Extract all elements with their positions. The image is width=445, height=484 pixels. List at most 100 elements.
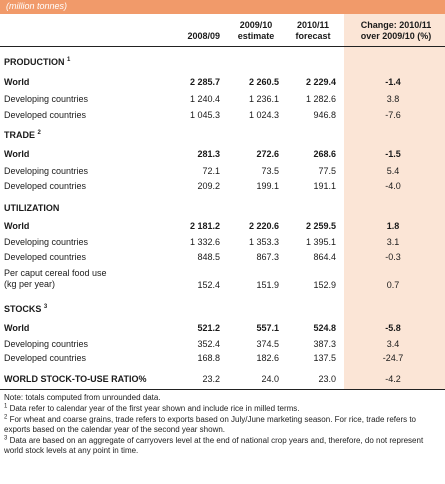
cell-change: -5.8 <box>385 323 401 333</box>
header-2009-10-line2: estimate <box>237 31 275 41</box>
cell-change: -4.2 <box>385 374 401 384</box>
section-production: PRODUCTION 1 <box>0 55 445 69</box>
cell-2008-09: 168.8 <box>197 353 220 363</box>
change-column-highlight <box>344 14 445 390</box>
cell-change: -7.6 <box>385 110 401 120</box>
cell-2009-10: 557.1 <box>256 323 279 333</box>
cell-2008-09: 1 240.4 <box>189 94 220 104</box>
header-2008-09: 2008/09 <box>168 20 220 42</box>
header-2008-09-line2: 2008/09 <box>187 31 220 41</box>
table-row: World 281.3 272.6 268.6 -1.5 <box>0 147 445 161</box>
table-row: Developing countries 72.1 73.5 77.5 5.4 <box>0 164 445 178</box>
cell-2009-10: 1 024.3 <box>248 110 279 120</box>
footnotes: Note: totals computed from unrounded dat… <box>4 393 442 457</box>
section-title: PRODUCTION <box>4 57 65 67</box>
footnote-text: Data refer to calendar year of the first… <box>9 404 300 413</box>
cell-change: 5.4 <box>386 166 400 176</box>
cell-2009-10: 182.6 <box>256 353 279 363</box>
cell-2009-10: 151.9 <box>256 280 279 290</box>
section-trade: TRADE 2 <box>0 128 445 142</box>
header-2008-09-line1 <box>168 20 220 31</box>
header-2010-11: 2010/11 forecast <box>288 20 338 42</box>
row-label: Per caput cereal food use (kg per year) <box>4 268 107 290</box>
cell-change: -0.3 <box>385 252 401 262</box>
cell-change: -1.4 <box>385 77 401 87</box>
header-2010-11-line1: 2010/11 <box>296 20 330 30</box>
header-change-line1: Change: 2010/11 <box>360 20 432 30</box>
cell-2008-09: 2 181.2 <box>189 221 220 231</box>
footnote: 3 Data are based on an aggregate of carr… <box>4 435 442 456</box>
cell-2008-09: 209.2 <box>197 181 220 191</box>
section-title: TRADE <box>4 130 35 140</box>
row-label: Developing countries <box>4 237 89 247</box>
header-rule <box>0 46 445 47</box>
section-stocks: STOCKS 3 <box>0 302 445 316</box>
cell-2010-11: 946.8 <box>313 110 336 120</box>
cell-2009-10: 1 353.3 <box>248 237 279 247</box>
cell-2010-11: 1 395.1 <box>305 237 336 247</box>
cell-change: 3.4 <box>386 339 400 349</box>
cell-2009-10: 374.5 <box>256 339 279 349</box>
cell-2008-09: 72.1 <box>202 166 220 176</box>
footnote-marker: 1 <box>4 403 8 410</box>
header-change: Change: 2010/11 over 2009/10 (%) <box>352 20 440 42</box>
cell-2009-10: 2 220.6 <box>248 221 279 231</box>
row-label: Developing countries <box>4 166 89 176</box>
row-label: World <box>4 221 30 231</box>
cell-2009-10: 1 236.1 <box>248 94 279 104</box>
unit-label: (million tonnes) <box>6 1 68 11</box>
row-label: WORLD STOCK-TO-USE RATIO% <box>4 374 147 384</box>
footnote-marker: 3 <box>43 304 48 310</box>
cell-2008-09: 521.2 <box>197 323 220 333</box>
footnote: Note: totals computed from unrounded dat… <box>4 393 442 403</box>
cell-2009-10: 867.3 <box>256 252 279 262</box>
row-label: Developed countries <box>4 353 87 363</box>
cell-2010-11: 2 229.4 <box>305 77 336 87</box>
footnote: 2 For wheat and coarse grains, trade ref… <box>4 414 442 435</box>
footnote-text: For wheat and coarse grains, trade refer… <box>4 415 416 434</box>
cell-change: 1.8 <box>386 221 400 231</box>
cell-2010-11: 387.3 <box>313 339 336 349</box>
cell-2010-11: 268.6 <box>313 149 336 159</box>
table-row: Developed countries 848.5 867.3 864.4 -0… <box>0 250 445 264</box>
footnote-marker: 2 <box>4 414 8 421</box>
section-utilization: UTILIZATION <box>0 201 445 215</box>
header-2009-10: 2009/10 estimate <box>231 20 281 42</box>
section-title: UTILIZATION <box>4 203 60 213</box>
header-2009-10-line1: 2009/10 <box>239 20 273 30</box>
cell-2009-10: 24.0 <box>261 374 279 384</box>
cell-2010-11: 191.1 <box>313 181 336 191</box>
cell-2009-10: 199.1 <box>256 181 279 191</box>
table-row: Developing countries 1 332.6 1 353.3 1 3… <box>0 235 445 249</box>
cell-2010-11: 137.5 <box>313 353 336 363</box>
footnote: 1 Data refer to calendar year of the fir… <box>4 403 442 414</box>
table-bottom-rule <box>0 389 445 390</box>
row-label: Developing countries <box>4 94 89 104</box>
table-row-stock-to-use: WORLD STOCK-TO-USE RATIO% 23.2 24.0 23.0… <box>0 372 445 386</box>
table-row: Developing countries 1 240.4 1 236.1 1 2… <box>0 92 445 106</box>
cell-2010-11: 2 259.5 <box>305 221 336 231</box>
table-row: Developing countries 352.4 374.5 387.3 3… <box>0 337 445 351</box>
footnote-marker: 2 <box>37 130 41 136</box>
footnote-marker: 3 <box>4 435 8 442</box>
cell-2008-09: 2 285.7 <box>189 77 220 87</box>
cell-change: -1.5 <box>385 149 401 159</box>
cell-2009-10: 272.6 <box>256 149 279 159</box>
cell-2008-09: 23.2 <box>202 374 220 384</box>
row-label-line1: Per caput cereal food use <box>4 268 107 278</box>
row-label-line2: (kg per year) <box>4 279 56 289</box>
cell-2008-09: 1 045.3 <box>189 110 220 120</box>
table-row: World 521.2 557.1 524.8 -5.8 <box>0 321 445 335</box>
footnote-text: Data are based on an aggregate of carryo… <box>4 436 424 455</box>
cell-change: 3.1 <box>386 237 400 247</box>
cell-change: -4.0 <box>385 181 401 191</box>
table-row: World 2 285.7 2 260.5 2 229.4 -1.4 <box>0 75 445 89</box>
cell-2008-09: 352.4 <box>197 339 220 349</box>
cell-change: 0.7 <box>386 280 400 290</box>
cell-2008-09: 152.4 <box>197 280 220 290</box>
cell-2010-11: 152.9 <box>313 280 336 290</box>
footnote-text: Note: totals computed from unrounded dat… <box>4 393 161 402</box>
cell-2010-11: 864.4 <box>313 252 336 262</box>
cell-2008-09: 1 332.6 <box>189 237 220 247</box>
header-change-line2: over 2009/10 (%) <box>360 31 432 41</box>
